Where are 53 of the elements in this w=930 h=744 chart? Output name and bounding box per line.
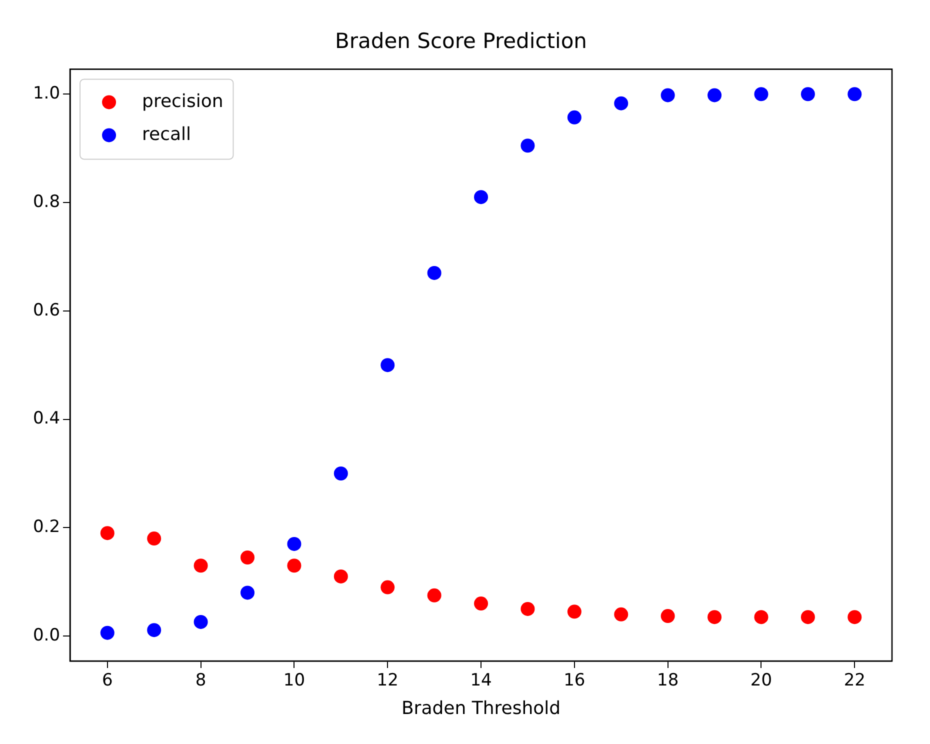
point xyxy=(614,607,628,622)
point xyxy=(474,190,488,204)
x-tick-label: 10 xyxy=(283,670,306,691)
point xyxy=(240,586,255,600)
x-tick-label: 16 xyxy=(564,670,586,691)
point xyxy=(427,588,442,602)
x-tick-label: 14 xyxy=(470,670,492,691)
point xyxy=(800,610,815,624)
legend-label: precision xyxy=(142,90,224,112)
point xyxy=(660,609,675,624)
point xyxy=(567,604,582,619)
chart-title: Braden Score Prediction xyxy=(335,29,587,54)
point xyxy=(194,614,208,629)
point xyxy=(240,550,255,564)
point xyxy=(380,358,395,372)
point xyxy=(334,466,348,480)
point xyxy=(380,580,395,594)
y-tick-label: 0.8 xyxy=(32,192,60,212)
point xyxy=(287,536,302,551)
point xyxy=(754,87,768,102)
x-tick-label: 8 xyxy=(195,670,206,691)
point xyxy=(474,596,488,611)
y-tick-label: 0.6 xyxy=(32,300,60,320)
point xyxy=(848,610,862,624)
point xyxy=(614,96,628,110)
y-tick-label: 0.4 xyxy=(32,408,60,429)
point xyxy=(708,88,722,102)
point xyxy=(848,87,862,102)
x-tick-label: 18 xyxy=(657,670,679,691)
y-tick-label: 0.0 xyxy=(32,625,60,646)
x-tick-label: 6 xyxy=(102,670,113,691)
x-tick-label: 20 xyxy=(750,670,772,691)
legend-label: recall xyxy=(142,124,192,145)
point xyxy=(754,610,768,624)
x-tick-label: 12 xyxy=(376,670,398,691)
x-tick-label: 22 xyxy=(844,670,866,691)
point xyxy=(194,558,208,573)
y-tick-label: 0.2 xyxy=(32,517,60,538)
point xyxy=(800,87,815,102)
point xyxy=(520,138,535,153)
x-axis-title: Braden Threshold xyxy=(401,698,561,719)
y-tick-label: 1.0 xyxy=(32,84,60,104)
point xyxy=(287,558,302,573)
point xyxy=(100,526,114,540)
point xyxy=(147,623,162,638)
point xyxy=(100,626,114,640)
point xyxy=(660,88,675,102)
point xyxy=(520,602,535,616)
point xyxy=(567,110,582,124)
point xyxy=(334,569,348,584)
point xyxy=(147,532,162,546)
point xyxy=(427,266,442,280)
point xyxy=(708,610,722,624)
